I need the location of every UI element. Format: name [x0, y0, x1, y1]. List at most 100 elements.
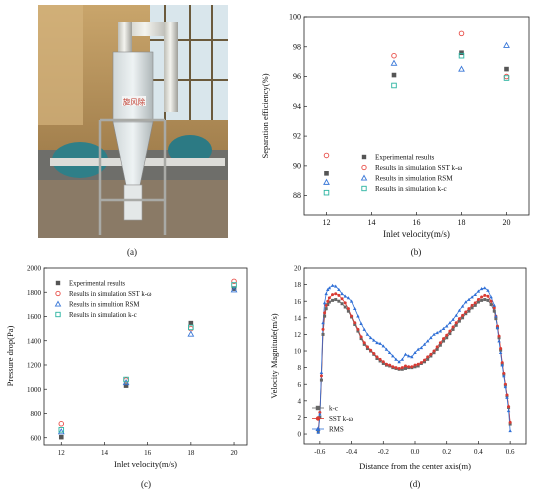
data-point	[432, 332, 436, 336]
data-point	[413, 350, 417, 355]
data-point	[340, 292, 344, 296]
support-frame	[98, 118, 167, 235]
panel-label-d: (d)	[410, 479, 421, 489]
data-point	[378, 357, 382, 361]
legend-label: Experimental results	[69, 281, 125, 288]
y-axis-label: Velocity Magnitude(m/s)	[269, 313, 279, 398]
data-point	[489, 299, 493, 303]
data-point	[353, 321, 357, 325]
data-point	[331, 298, 335, 302]
data-point	[356, 329, 360, 333]
data-point	[505, 393, 509, 397]
y-axis-label: Pressure drop(Pa)	[5, 326, 15, 387]
data-point	[372, 338, 376, 342]
y-tick-label: 90	[293, 161, 301, 170]
data-point	[378, 359, 382, 363]
data-point	[353, 306, 357, 311]
data-point	[188, 324, 194, 331]
data-point	[479, 287, 484, 291]
chart-velocity-profile: -0.6 -0.4 -0.2 0.0 0.2 0.4 0.6 0 2 4 6 8 10 12 14 16 18 2…	[269, 265, 527, 471]
data-point	[497, 339, 501, 343]
data-point	[340, 302, 344, 306]
data-point	[375, 355, 379, 359]
data-point	[230, 286, 238, 293]
legend-marker	[55, 290, 61, 297]
data-point	[480, 295, 484, 299]
data-point	[423, 360, 427, 364]
legend-label: RMS	[329, 426, 344, 434]
outlet-pipe	[118, 22, 132, 52]
data-point	[346, 307, 350, 311]
x-tick-label: 16	[413, 218, 421, 227]
data-point	[58, 421, 65, 427]
x-axis-label: Inlet velocity(m/s)	[383, 229, 450, 239]
data-point	[375, 356, 379, 360]
data-point	[324, 171, 329, 176]
legend-marker	[54, 300, 62, 307]
series-line	[317, 284, 511, 433]
data-point	[346, 309, 350, 313]
data-point	[499, 348, 503, 352]
data-point	[365, 332, 370, 336]
y-tick-label: 1400	[27, 337, 42, 345]
x-tick-label: -0.4	[346, 448, 358, 456]
data-point	[460, 304, 465, 308]
data-point	[425, 339, 430, 343]
data-point	[508, 428, 512, 433]
x-tick-label: 14	[101, 449, 109, 457]
data-point	[365, 345, 369, 349]
data-point	[331, 293, 335, 297]
data-point	[400, 367, 404, 371]
y-tick-label: 1600	[27, 313, 42, 321]
data-point	[324, 292, 328, 296]
y-tick-label: 92	[293, 132, 301, 141]
legend: Experimental results Results in simulatio…	[360, 154, 463, 193]
data-point	[483, 293, 487, 297]
data-point	[464, 310, 468, 314]
data-point	[435, 331, 439, 335]
data-point	[432, 349, 436, 353]
data-point	[231, 286, 237, 291]
data-point	[507, 405, 511, 409]
data-point	[498, 350, 503, 355]
data-point	[486, 288, 490, 292]
data-point	[467, 309, 471, 313]
data-point	[457, 308, 462, 312]
data-point	[480, 298, 484, 302]
data-point	[319, 370, 324, 374]
data-markers	[316, 283, 512, 434]
data-point	[503, 384, 508, 389]
data-point	[476, 289, 481, 293]
data-point	[327, 296, 331, 300]
data-point	[435, 347, 439, 351]
y-tick-label: 0	[298, 431, 302, 439]
series-line	[317, 293, 511, 430]
data-point	[416, 362, 420, 366]
data-point	[451, 317, 455, 321]
data-point	[384, 362, 388, 366]
data-point	[188, 325, 194, 332]
y-tick-label: 12	[294, 331, 302, 339]
data-point	[362, 327, 366, 331]
data-point	[337, 293, 341, 297]
legend-marker	[361, 185, 367, 192]
data-point	[397, 366, 401, 370]
data-point	[123, 376, 129, 383]
data-point	[503, 382, 507, 386]
data-point	[458, 52, 465, 59]
data-point	[122, 378, 130, 386]
data-point	[400, 366, 404, 370]
data-point	[400, 357, 405, 361]
data-point	[441, 326, 446, 330]
data-point	[426, 357, 430, 361]
data-point	[483, 286, 487, 290]
data-point	[337, 287, 341, 291]
data-point	[467, 307, 471, 311]
data-point	[508, 422, 512, 426]
x-tick-label: 18	[458, 218, 466, 227]
data-point	[503, 75, 510, 81]
legend: k-c SST k-ω RMS	[312, 405, 354, 434]
data-point	[231, 282, 237, 288]
data-point	[464, 300, 468, 304]
data-point	[388, 363, 392, 367]
